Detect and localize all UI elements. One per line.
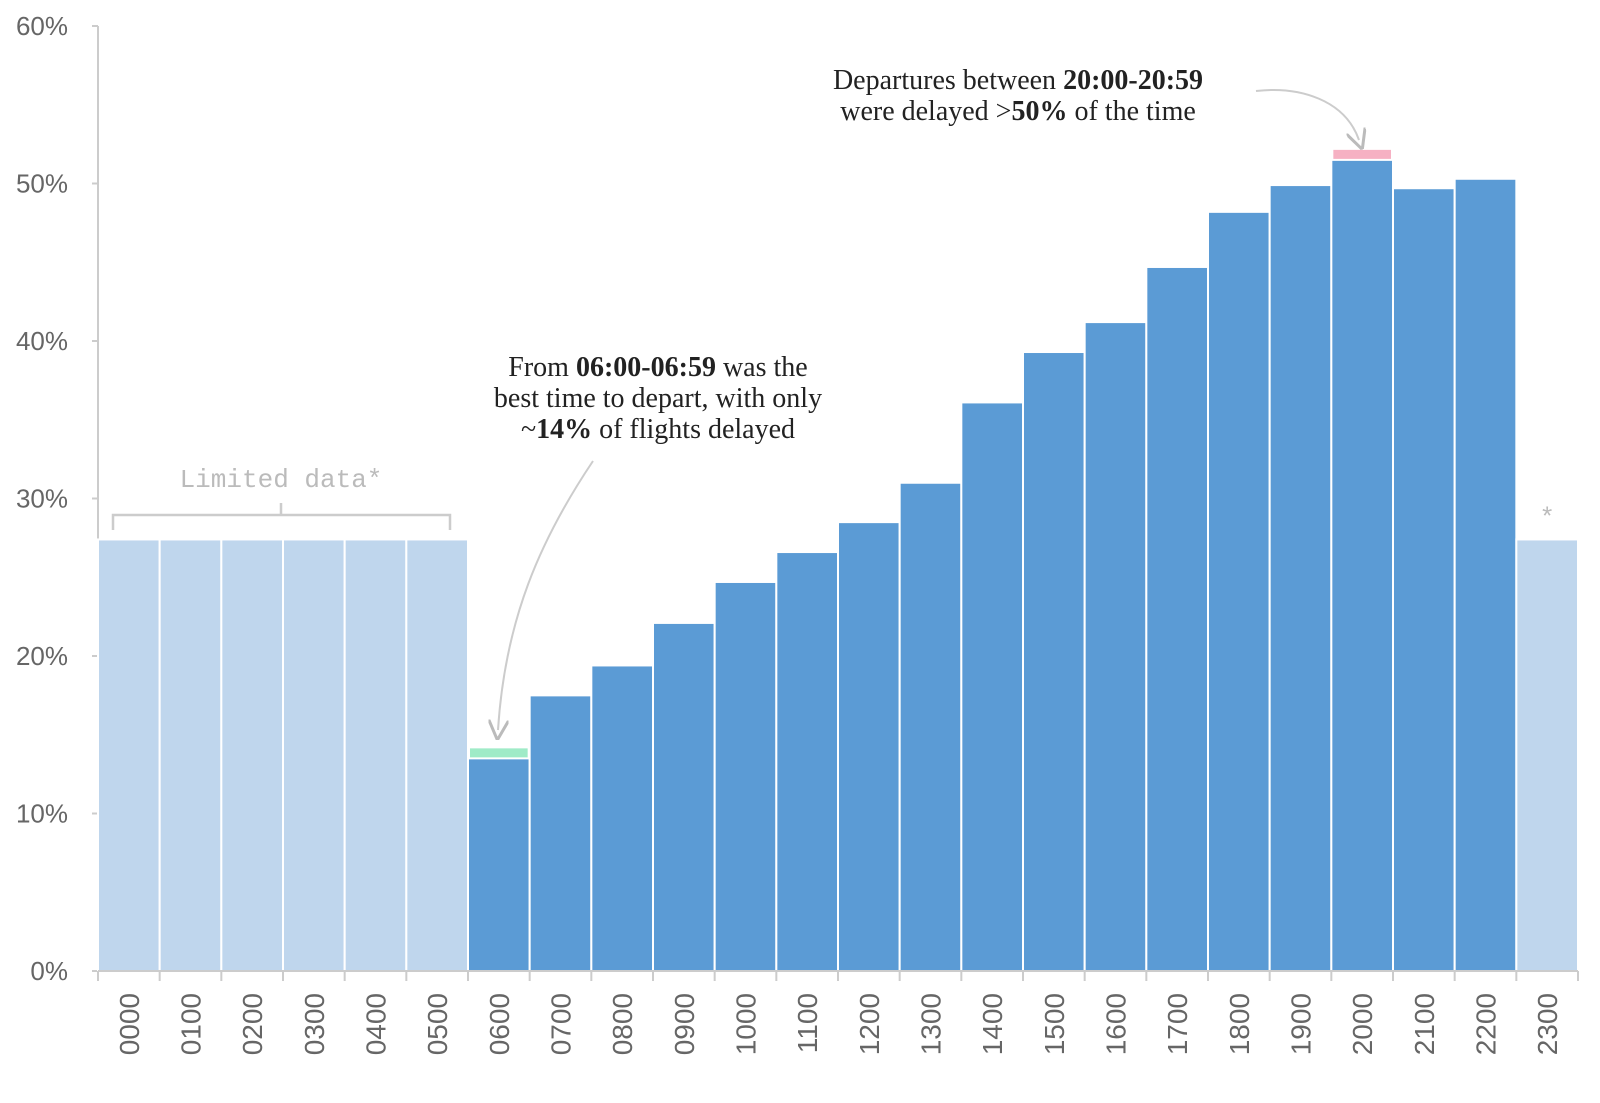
- x-tick-label: 0400: [361, 993, 392, 1055]
- bar: [960, 401, 1024, 972]
- annotation-text: were delayed >: [840, 96, 1011, 127]
- annotation-text: best time to depart, with only: [494, 383, 822, 414]
- bar: [1515, 538, 1580, 972]
- x-tick-label: 1600: [1101, 993, 1132, 1055]
- bar: [1392, 187, 1456, 973]
- annotation-line: best time to depart, with only: [494, 383, 822, 414]
- annotation-text: From: [508, 352, 576, 383]
- x-tick-label: 2200: [1471, 993, 1502, 1055]
- x-tick-label: 0800: [607, 993, 638, 1055]
- x-tick-label: 0600: [484, 993, 515, 1055]
- x-tick-label: 1900: [1286, 993, 1317, 1055]
- bar: [590, 664, 654, 972]
- annotation-text: was the: [716, 352, 808, 383]
- annotation-text: of the time: [1067, 96, 1195, 127]
- bar: [158, 538, 223, 972]
- bar: [220, 538, 284, 972]
- bar: [528, 694, 593, 972]
- y-tick-label: 0%: [30, 956, 68, 986]
- annotation-text: 20:00-20:59: [1063, 65, 1203, 96]
- x-tick-label: 0900: [669, 993, 700, 1055]
- bar: [405, 538, 470, 972]
- bar: [713, 580, 778, 972]
- bar: [1330, 158, 1395, 972]
- x-tick-label: 0200: [237, 993, 268, 1055]
- bar: [652, 621, 716, 972]
- bar: [775, 551, 839, 972]
- x-tick-label: 0300: [299, 993, 330, 1055]
- limited-mark: *: [1539, 503, 1555, 533]
- bar: [1022, 351, 1086, 972]
- y-tick-label: 50%: [16, 169, 68, 199]
- bar: [467, 757, 531, 972]
- x-tick-label: 2300: [1532, 993, 1563, 1055]
- x-tick-label: 0700: [546, 993, 577, 1055]
- highlight: [1333, 149, 1391, 159]
- x-tick-label: 1500: [1039, 993, 1070, 1055]
- bar: [1145, 265, 1210, 973]
- x-tick-label: 1300: [916, 993, 947, 1055]
- y-tick-label: 40%: [16, 326, 68, 356]
- x-tick-label: 1400: [977, 993, 1008, 1055]
- bar: [1207, 210, 1271, 973]
- bar: [1083, 321, 1148, 973]
- y-tick-label: 10%: [16, 799, 68, 829]
- x-tick-label: 1000: [731, 993, 762, 1055]
- annotation-text: 06:00-06:59: [576, 352, 716, 383]
- annotation-text: 14%: [536, 414, 592, 445]
- bar: [837, 521, 901, 972]
- x-tick-label: 2000: [1347, 993, 1378, 1055]
- y-tick-label: 30%: [16, 484, 68, 514]
- bar: [282, 538, 346, 972]
- y-tick-label: 20%: [16, 641, 68, 671]
- x-tick-label: 0100: [176, 993, 207, 1055]
- annotation-line: ~14% of flights delayed: [521, 414, 795, 445]
- bar: [1453, 177, 1518, 972]
- arrow: [498, 460, 594, 730]
- arrow: [1255, 89, 1359, 140]
- x-tick-label: 1100: [792, 993, 823, 1053]
- annotation-line: Departures between 20:00-20:59: [833, 65, 1203, 96]
- annotation-line: From 06:00-06:59 was the: [508, 352, 807, 383]
- bar: [343, 538, 408, 972]
- x-tick-label: 2100: [1409, 993, 1440, 1055]
- x-tick-label: 1700: [1162, 993, 1193, 1055]
- highlight: [470, 748, 528, 758]
- annotation-text: of flights delayed: [592, 414, 795, 445]
- bar: [1268, 184, 1333, 972]
- annotation-text: 50%: [1011, 96, 1067, 127]
- bracket: [111, 503, 452, 530]
- x-tick-label: 1200: [854, 993, 885, 1055]
- bar: [898, 481, 963, 972]
- bar: [97, 538, 161, 972]
- annotation-text: Departures between: [833, 65, 1063, 96]
- y-tick-label: 60%: [16, 11, 68, 41]
- x-tick-label: 1800: [1224, 993, 1255, 1055]
- limited-label: Limited data*: [180, 465, 383, 495]
- x-tick-label: 0000: [114, 993, 145, 1055]
- annotation-line: were delayed >50% of the time: [840, 96, 1196, 127]
- annotation-text: ~: [521, 414, 536, 445]
- x-tick-label: 0500: [422, 993, 453, 1055]
